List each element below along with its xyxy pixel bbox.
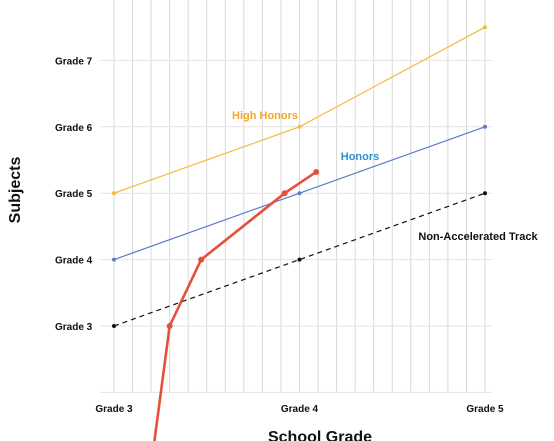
series-line-2 — [113, 192, 486, 327]
y-tick-label: Grade 7 — [55, 56, 93, 67]
y-tick-label: Grade 6 — [55, 123, 93, 134]
x-tick-label: Grade 3 — [95, 404, 133, 415]
data-point — [483, 191, 487, 196]
y-tick-label: Grade 4 — [55, 256, 93, 267]
data-point — [313, 168, 320, 175]
data-point — [297, 257, 302, 262]
data-point — [166, 323, 173, 329]
y-axis-title: Subjects — [7, 157, 24, 224]
data-point — [112, 324, 116, 328]
series-layer — [112, 25, 487, 441]
series-annotation: Non-Accelerated Track — [418, 231, 538, 243]
x-axis-title: School Grade — [268, 429, 372, 441]
y-tick-label: Grade 5 — [55, 189, 93, 200]
annotations-layer: High Honors Honors Non-Accelerated Track — [232, 110, 538, 243]
data-point — [198, 256, 205, 263]
data-point — [297, 124, 302, 129]
x-tick-labels: Grade 3 Grade 4 Grade 5 — [95, 404, 504, 415]
series-line-3 — [153, 170, 317, 441]
data-point — [112, 257, 116, 262]
data-point — [483, 124, 487, 129]
y-tick-labels: Grade 3 Grade 4 Grade 5 Grade 6 Grade 7 Grade… — [55, 0, 93, 333]
y-tick-label: Grade 8 — [55, 0, 93, 1]
data-point — [112, 191, 116, 196]
y-tick-label: Grade 3 — [55, 322, 93, 333]
grid — [100, 0, 492, 393]
x-tick-label: Grade 4 — [281, 404, 319, 415]
series-annotation: High Honors — [232, 110, 298, 122]
x-tick-label: Grade 5 — [466, 404, 504, 415]
series-annotation: Honors — [341, 151, 380, 163]
data-point — [297, 191, 302, 196]
data-point — [281, 190, 288, 197]
data-point — [483, 25, 487, 30]
